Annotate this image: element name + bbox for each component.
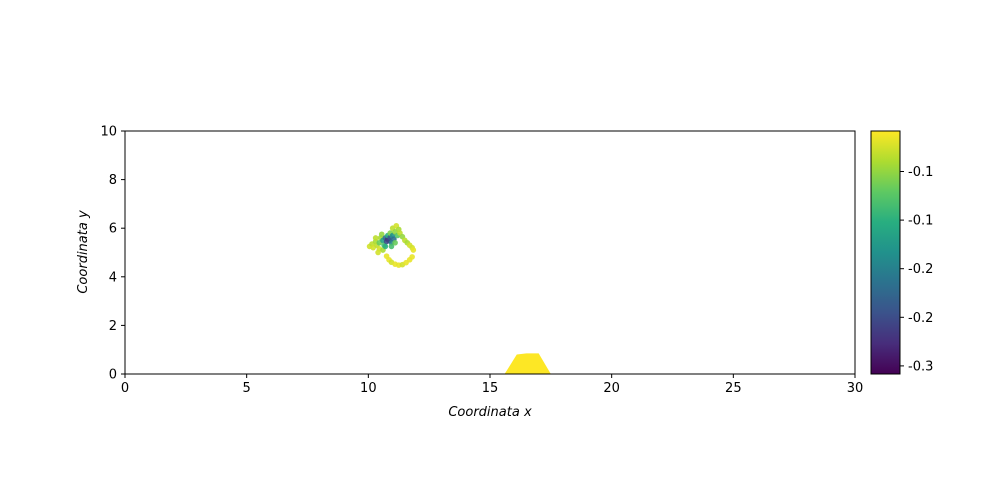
y-tick-label: 4 [109, 270, 117, 285]
x-tick-label: 10 [360, 381, 377, 396]
colorbar: -0.1 -0.1 -0.2 -0.2 -0.3 [870, 130, 933, 375]
y-tick-label: 0 [109, 368, 117, 383]
x-tick-label: 5 [243, 381, 251, 396]
x-tick-label: 30 [847, 381, 864, 396]
particle-point [372, 235, 379, 241]
y-tick-label: 2 [109, 319, 117, 334]
particle-point [410, 247, 417, 253]
particle-point [382, 243, 389, 250]
colorbar-gradient [870, 130, 901, 375]
particle-point [392, 239, 398, 246]
y-tick-label: 6 [109, 222, 117, 237]
x-tick-label: 20 [603, 381, 620, 396]
particle-point [388, 243, 395, 250]
particle-point [409, 254, 415, 260]
colorbar-ticks: -0.1 -0.1 -0.2 -0.2 -0.3 [900, 165, 933, 374]
particle-layer [366, 222, 417, 268]
x-tick-label: 25 [725, 381, 742, 396]
x-axis: 0 5 10 15 20 25 30 [121, 374, 863, 396]
x-tick-label: 15 [482, 381, 499, 396]
plot-area [124, 130, 856, 375]
obstacle-layer [504, 353, 551, 374]
obstacle-shape [504, 353, 551, 374]
colorbar-tick-label: -0.2 [908, 262, 933, 277]
particle-point [375, 249, 381, 256]
particle-point [378, 231, 385, 238]
colorbar-tick-label: -0.2 [908, 311, 933, 326]
colorbar-tick-label: -0.1 [908, 165, 933, 180]
y-axis: 0 2 4 6 8 10 [100, 125, 125, 383]
x-tick-label: 0 [121, 381, 129, 396]
colorbar-tick-label: -0.3 [908, 359, 933, 374]
y-tick-label: 10 [100, 125, 117, 140]
y-tick-label: 8 [109, 173, 117, 188]
y-axis-label: Coordinata y [76, 210, 91, 294]
colorbar-tick-label: -0.1 [908, 214, 933, 229]
x-axis-label: Coordinata x [448, 405, 532, 420]
plot-frame [124, 130, 856, 375]
